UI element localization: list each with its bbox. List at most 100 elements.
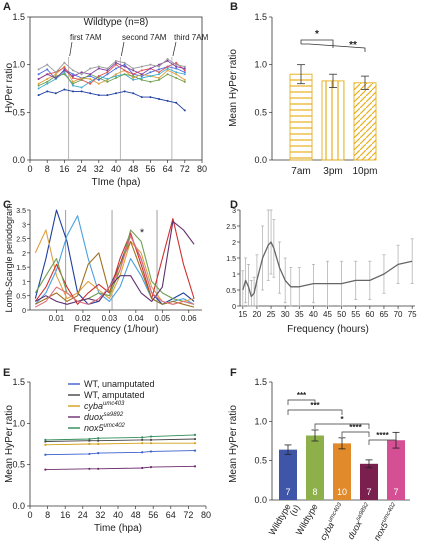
panel-a-point [80, 77, 83, 80]
panel-a-point [140, 73, 143, 76]
panel-c-series-line [34, 229, 195, 305]
panel-a-x-tick-label: 64 [163, 164, 173, 174]
panel-f-sig-star: **** [376, 431, 389, 440]
panel-e-x-tick-label: 16 [60, 510, 70, 520]
panel-a-point [158, 73, 160, 76]
panel-a-point [158, 71, 160, 74]
panel-a-x-tick-label: 80 [197, 164, 207, 174]
panel-e-point [141, 442, 144, 445]
panel-e-series-line [45, 442, 195, 446]
panel-c-y-tick-label: 3.5 [16, 208, 26, 215]
panel-a-point [115, 67, 117, 70]
panel-d-x-tick-label: 50 [337, 310, 346, 319]
panel-a-point [37, 82, 40, 85]
panel-e-x-tick-label: 56 [148, 510, 158, 520]
panel-a-point [123, 61, 126, 64]
panel-e-legend-superscript: umc402 [104, 423, 126, 429]
panel-f-category-label: nox5umc402 [372, 501, 401, 542]
panel-a-point [46, 63, 49, 66]
panel-a-point [140, 65, 143, 68]
panel-a-series-line [38, 58, 185, 75]
panel-d-y-tick-label: 2 [232, 240, 236, 247]
panel-a-arrow [120, 41, 125, 57]
panel-f-category-superscript: umc402 [381, 501, 397, 523]
panel-c-y-tick-label: 3 [22, 222, 26, 229]
panel-e-point [88, 452, 91, 456]
panel-a-point [46, 90, 49, 93]
panel-e-legend-label: duox [84, 412, 104, 422]
panel-a-point [80, 71, 83, 74]
panel-a-point [97, 65, 100, 68]
panel-f-n-label: 7 [393, 487, 398, 497]
panel-d-x-tick-label: 70 [394, 310, 403, 319]
panel-a-point [63, 73, 66, 76]
panel-e-x-tick-label: 48 [131, 510, 141, 520]
panel-e-legend-superscript: sa9892 [104, 412, 124, 418]
panel-a-point [149, 75, 152, 78]
panel-e-series-line [45, 465, 196, 471]
panel-e-point [141, 451, 144, 454]
panel-d-y-tick-label: 0.5 [226, 288, 236, 295]
panel-e-legend-entry: WT, amputated [84, 390, 145, 400]
panel-e-point [97, 467, 100, 470]
panel-a-annotation: first 7AM [70, 33, 102, 42]
panel-a-point [37, 77, 40, 80]
panel-b-category-label: 3pm [323, 166, 342, 177]
panel-d-x-tick-label: 75 [408, 310, 417, 319]
panel-b-category-label: 7am [291, 166, 310, 177]
panel-a-point [89, 67, 92, 70]
panel-a-point [123, 90, 126, 93]
panel-a-x-tick-label: 16 [59, 164, 69, 174]
panel-a-point [106, 94, 109, 97]
panel-a-point [89, 92, 92, 95]
panel-e-legend-label: cyba [84, 401, 103, 411]
panel-b-bar [321, 80, 345, 161]
panel-a-point [63, 61, 66, 64]
panel-a-point [140, 75, 143, 78]
panel-a-point [97, 94, 100, 97]
panel-a-point [89, 82, 92, 85]
panel-c-y-tick-label: 1 [22, 279, 26, 286]
panel-e-point [88, 442, 91, 446]
panel-a-point [97, 82, 100, 85]
panel-f-sig-star: *** [297, 391, 307, 400]
panel-c-x-tick-label: 0.06 [181, 314, 197, 323]
panel-a-point [54, 71, 57, 74]
panel-a-point [149, 63, 152, 66]
panel-a-point [106, 73, 109, 76]
panel-a-y-label: HyPer ratio [4, 63, 15, 113]
panel-a-point [175, 73, 178, 76]
panel-a-point [132, 92, 135, 95]
panel-a-point [183, 71, 186, 74]
panel-c-x-tick-label: 0.03 [102, 314, 118, 323]
panel-e-point [44, 468, 47, 471]
panel-a-point [89, 77, 92, 80]
panel-a-point [115, 61, 117, 64]
panel-a-point [149, 71, 152, 74]
panel-b-y-tick-label: 1.0 [254, 60, 267, 70]
panel-e-letter: E [3, 367, 10, 379]
panel-f-sig-bracket [314, 423, 370, 429]
panel-a-y-tick-label: 0.5 [12, 107, 25, 117]
panel-c-x-tick-label: 0.01 [49, 314, 65, 323]
panel-d-y-tick-label: 3 [232, 208, 236, 215]
panel-c-y-label: Lomb-Scargle periodogram [4, 203, 14, 312]
panel-e-series-line [45, 438, 196, 442]
panel-a-point [37, 68, 40, 71]
panel-a-point [106, 69, 109, 72]
panel-e-point [149, 466, 153, 469]
panel-a-point [158, 65, 160, 68]
panel-a-x-tick-label: 56 [145, 164, 155, 174]
panel-c-letter: C [3, 199, 11, 211]
panel-a-point [183, 80, 186, 83]
panel-f-sig-bracket [368, 439, 397, 445]
panel-e-x-tick-label: 40 [113, 510, 123, 520]
panel-e-y-tick-label: 0.5 [12, 460, 25, 470]
panel-a-point [89, 75, 92, 78]
panel-a-point [183, 109, 186, 112]
panel-a-point [183, 78, 186, 81]
panel-e-point [44, 443, 47, 446]
panel-a-point [132, 78, 135, 81]
panel-e-point [97, 451, 100, 455]
panel-a-point [54, 77, 57, 80]
